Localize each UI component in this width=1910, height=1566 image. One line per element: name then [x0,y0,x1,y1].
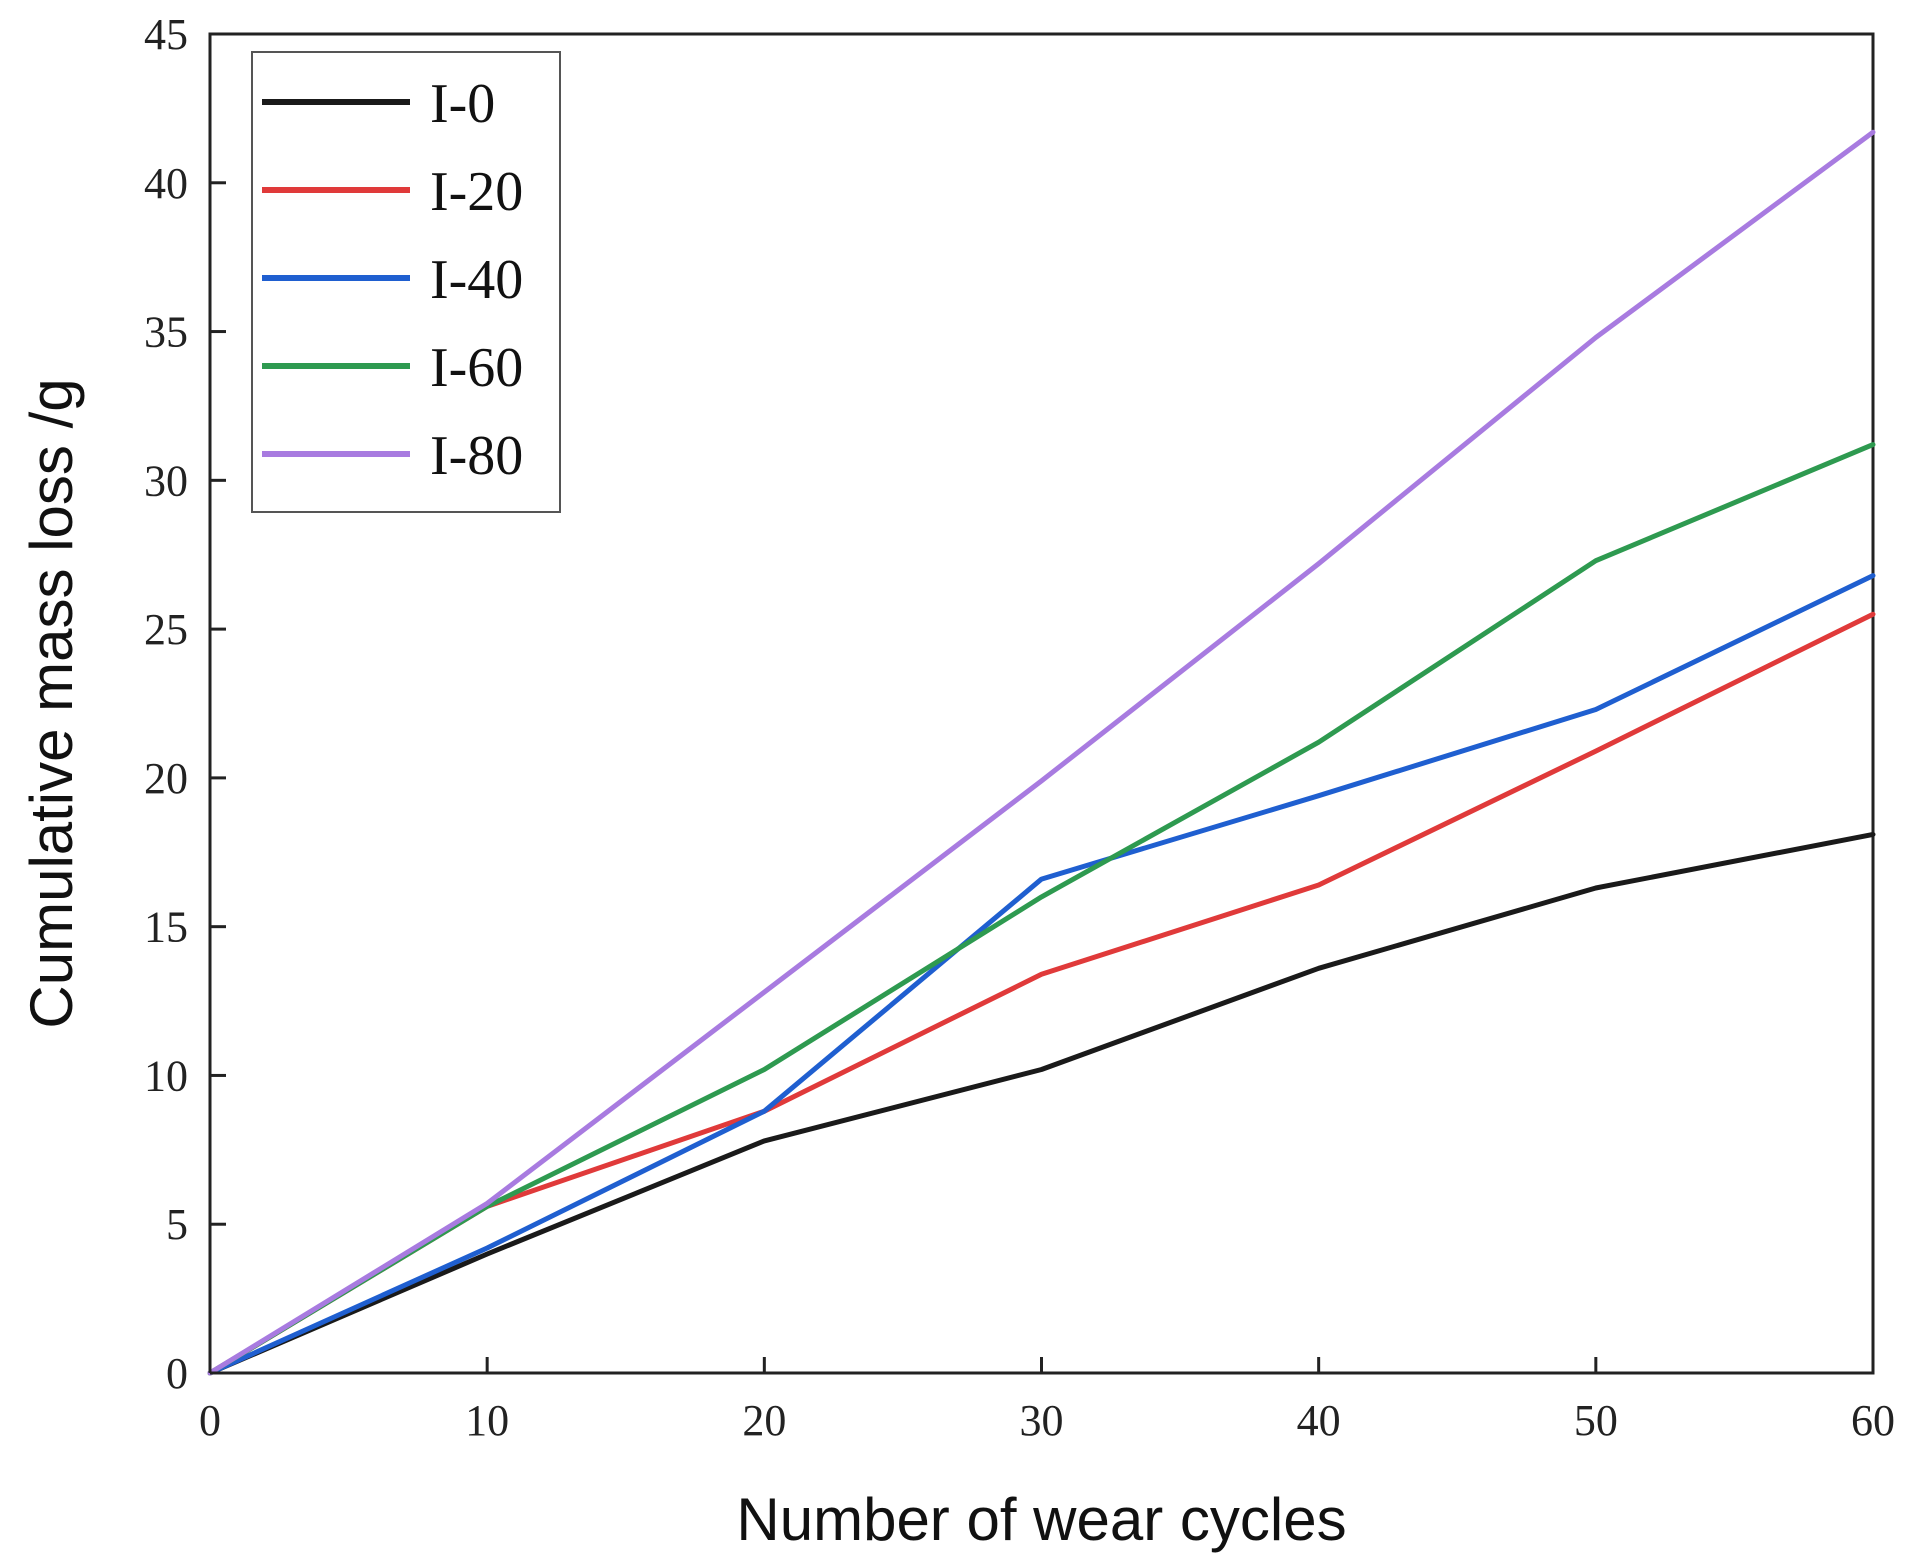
x-tick-label: 10 [465,1396,509,1445]
x-tick-label: 20 [742,1396,786,1445]
legend-label-i-40: I-40 [430,249,523,311]
legend-label-i-60: I-60 [430,337,523,399]
series-group [207,129,1876,1376]
y-tick-label: 25 [144,605,188,654]
series-line-i-60 [207,442,1876,1376]
y-tick-label: 5 [166,1200,188,1249]
axes: 0 10 20 30 40 50 60 0 5 10 15 20 25 30 35 40 45 Number of… [18,10,1895,1553]
legend-box [251,51,561,513]
series-line-i-40 [207,573,1876,1376]
y-axis-title: Cumulative mass loss /g [18,378,85,1028]
legend: I-0 I-20 I-40 I-60 I-80 [251,51,561,513]
y-tick-label: 10 [144,1051,188,1100]
legend-label-i-80: I-80 [430,425,523,487]
series-line-i-80 [207,129,1876,1376]
series-line-i-0 [207,831,1876,1376]
y-tick-label: 45 [144,10,188,59]
x-tick-label: 0 [199,1396,221,1445]
legend-label-i-20: I-20 [430,161,523,223]
x-tick-label: 40 [1297,1396,1341,1445]
y-tick-label: 40 [144,159,188,208]
legend-label-i-0: I-0 [430,73,495,135]
y-tick-label: 30 [144,456,188,505]
x-tick-label: 60 [1851,1396,1895,1445]
x-tick-label: 30 [1020,1396,1064,1445]
y-tick-label: 0 [166,1349,188,1398]
x-tick-label: 50 [1574,1396,1618,1445]
y-tick-label: 35 [144,308,188,357]
x-axis-title: Number of wear cycles [736,1486,1346,1553]
y-tick-label: 20 [144,754,188,803]
y-tick-label: 15 [144,903,188,952]
